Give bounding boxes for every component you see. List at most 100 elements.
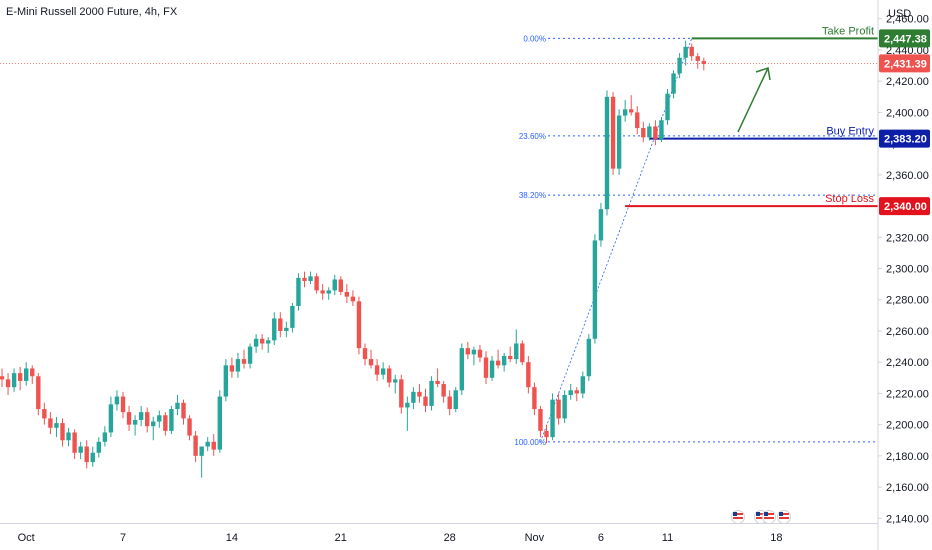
candle-up (580, 376, 585, 394)
candles (0, 40, 706, 478)
stop-loss-label: Stop Loss (825, 193, 874, 205)
chart-title: E-Mini Russell 2000 Future, 4h, FX (6, 6, 178, 18)
flag-icon-us[interactable] (762, 510, 776, 524)
currency-box[interactable] (882, 4, 926, 22)
flag-canton (756, 512, 760, 516)
candle-down (302, 277, 307, 282)
candle-down (193, 435, 198, 456)
candle-up (296, 277, 301, 306)
candle-down (465, 348, 471, 355)
arrow-head (755, 67, 771, 81)
candle-up (459, 348, 464, 391)
candle-up (217, 396, 222, 450)
candle-up (132, 419, 138, 425)
candle-down (350, 296, 356, 302)
candle-down (145, 412, 150, 427)
candle-down (495, 360, 501, 366)
candle-down (387, 368, 392, 383)
candle-up (205, 441, 210, 447)
candle-down (526, 362, 531, 388)
candle-up (235, 359, 241, 372)
candle-up (683, 46, 688, 58)
candle-down (701, 60, 706, 65)
y-tick-label: 2,180.00 (886, 451, 929, 463)
candle-down (314, 276, 319, 291)
candle-up (11, 373, 17, 388)
candle-up (562, 394, 567, 419)
candle-down (48, 418, 53, 428)
candle-up (550, 399, 555, 438)
flag-stripe (756, 513, 766, 515)
flag-stripe (764, 513, 774, 515)
candle-down (435, 380, 440, 385)
arrow-shaft (737, 67, 769, 133)
x-tick-label: 6 (598, 532, 604, 544)
candle-down (362, 348, 368, 360)
flag-canton (733, 512, 737, 516)
y-tick-label: 2,360.00 (886, 170, 929, 182)
candle-up (665, 93, 670, 121)
y-tick-label: 2,140.00 (886, 513, 929, 525)
price-tags: 2,447.38 2,383.20 2,340.00 2,431.39 (879, 29, 930, 216)
candle-up (598, 209, 604, 241)
candle-down (84, 446, 89, 463)
buy-entry-label: Buy Entry (826, 126, 874, 138)
candle-down (30, 368, 35, 377)
trade-levels: Take Profit Buy Entry Stop Loss (0, 25, 878, 208)
candle-up (647, 126, 652, 138)
candle-up (471, 349, 477, 355)
candle-up (169, 409, 174, 431)
candle-down (477, 349, 483, 358)
candle-up (24, 368, 29, 381)
economic-events[interactable] (731, 510, 791, 524)
y-tick-label: 2,220.00 (886, 388, 929, 400)
candle-up (659, 120, 664, 139)
stop-loss-price-tag-label: 2,340.00 (884, 201, 927, 213)
fib-level-label: 100.00% (514, 438, 546, 447)
time-axis[interactable]: Oct 7 14 21 28 Nov 6 11 18 (18, 532, 783, 544)
candle-down (538, 409, 543, 431)
flag-stripe (779, 517, 789, 519)
flag-stripe (733, 513, 743, 515)
currency-label[interactable]: USD (888, 8, 911, 20)
candle-up (108, 404, 114, 433)
candle-down (36, 376, 41, 410)
candle-down (344, 291, 350, 297)
stop-loss-price-tag (879, 197, 930, 216)
candle-down (356, 301, 362, 349)
candle-down (629, 109, 634, 113)
candle-down (610, 96, 616, 169)
fib-level-label: 0.00% (523, 34, 546, 43)
candle-down (374, 365, 380, 375)
price-axis[interactable]: 2,460.002,440.002,420.002,400.002,380.00… (878, 14, 929, 526)
candle-up (66, 432, 71, 441)
x-tick-label: 28 (444, 532, 456, 544)
candle-down (532, 387, 537, 410)
candle-down (42, 409, 47, 419)
candle-down (187, 418, 192, 436)
candle-down (211, 441, 216, 450)
candle-up (253, 338, 259, 347)
flag-icon-us[interactable] (731, 510, 745, 524)
x-tick-label: Oct (18, 532, 35, 544)
take-profit-price-tag (879, 29, 930, 48)
y-tick-label: 2,300.00 (886, 264, 929, 276)
candle-up (568, 390, 573, 395)
candle-up (157, 415, 162, 422)
x-tick-label: 14 (226, 532, 238, 544)
flag-icon-us[interactable] (777, 510, 791, 524)
take-profit-price-tag-label: 2,447.38 (884, 33, 927, 45)
candle-up (332, 279, 337, 291)
candle-up (326, 290, 331, 294)
candle-down (5, 379, 11, 388)
candle-up (671, 73, 676, 94)
candle-down (520, 343, 525, 363)
candle-down (0, 376, 5, 380)
x-tick-label: 7 (120, 532, 126, 544)
candle-down (368, 359, 374, 366)
fib-level-label: 38.20% (519, 191, 546, 200)
candle-up (586, 338, 592, 377)
candle-down (574, 390, 579, 394)
candle-up (90, 452, 95, 463)
